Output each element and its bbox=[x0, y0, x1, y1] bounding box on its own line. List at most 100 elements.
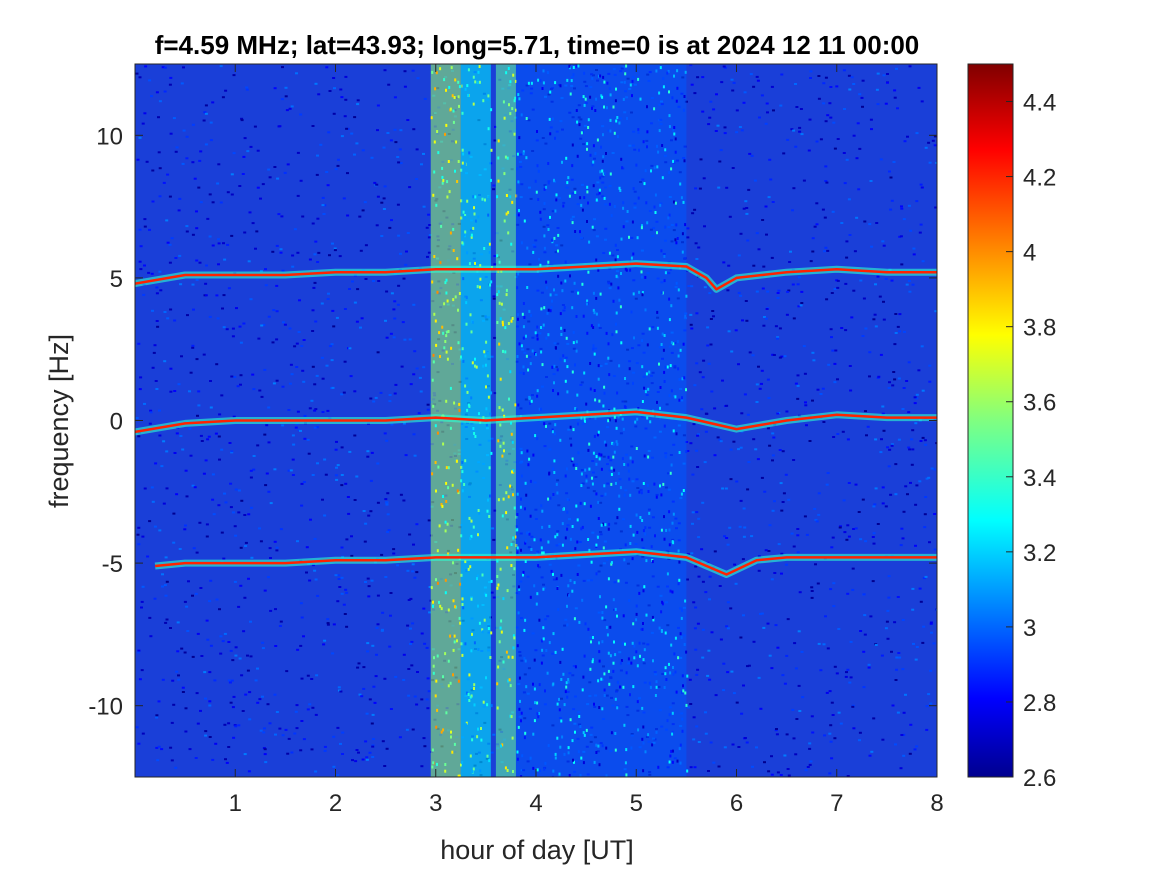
band-speck bbox=[533, 538, 536, 542]
noise-speck bbox=[408, 186, 412, 189]
band-speck bbox=[545, 424, 547, 428]
band-speck bbox=[625, 671, 628, 675]
band-speck bbox=[576, 573, 579, 576]
band-speck bbox=[635, 650, 638, 654]
noise-speck bbox=[827, 363, 831, 366]
noise-speck bbox=[794, 145, 798, 148]
noise-speck bbox=[336, 726, 340, 729]
noise-speck bbox=[237, 724, 241, 727]
noise-speck bbox=[151, 309, 154, 312]
noise-speck bbox=[239, 374, 243, 377]
band-speck bbox=[450, 730, 452, 734]
noise-speck bbox=[735, 701, 739, 704]
band-speck bbox=[520, 711, 523, 715]
band-speck bbox=[619, 486, 622, 490]
noise-speck bbox=[840, 222, 844, 224]
noise-speck bbox=[888, 170, 891, 173]
band-speck bbox=[490, 631, 493, 635]
noise-speck bbox=[800, 290, 804, 293]
noise-speck bbox=[358, 215, 362, 218]
noise-speck bbox=[246, 654, 249, 657]
noise-speck bbox=[696, 668, 700, 671]
band-speck bbox=[682, 489, 685, 492]
noise-speck bbox=[762, 265, 766, 268]
band-speck bbox=[582, 314, 585, 318]
noise-speck bbox=[356, 99, 360, 102]
noise-speck bbox=[911, 448, 915, 451]
noise-speck bbox=[233, 724, 237, 727]
band-speck bbox=[605, 625, 608, 629]
band-speck bbox=[461, 489, 464, 493]
noise-speck bbox=[806, 766, 810, 768]
noise-speck bbox=[837, 628, 841, 630]
noise-speck bbox=[336, 164, 340, 167]
band-speck bbox=[445, 481, 448, 485]
band-speck bbox=[561, 289, 564, 293]
band-speck bbox=[431, 765, 434, 769]
noise-speck bbox=[744, 300, 748, 302]
noise-speck bbox=[899, 767, 903, 770]
band-speck bbox=[627, 469, 630, 473]
noise-speck bbox=[169, 390, 173, 393]
noise-speck bbox=[328, 254, 331, 257]
noise-speck bbox=[742, 614, 745, 617]
band-speck bbox=[542, 323, 545, 327]
noise-speck bbox=[927, 476, 931, 479]
noise-speck bbox=[360, 317, 364, 320]
noise-speck bbox=[158, 167, 162, 170]
noise-speck bbox=[281, 269, 285, 272]
noise-speck bbox=[166, 241, 170, 244]
noise-speck bbox=[154, 462, 158, 465]
noise-speck bbox=[146, 555, 150, 558]
band-speck bbox=[603, 672, 606, 676]
band-speck bbox=[527, 81, 530, 85]
band-speck bbox=[456, 180, 459, 183]
band-speck bbox=[641, 627, 644, 631]
band-speck bbox=[436, 762, 438, 766]
noise-speck bbox=[177, 674, 180, 677]
band-speck bbox=[488, 466, 491, 470]
band-speck bbox=[560, 333, 563, 336]
noise-speck bbox=[915, 745, 919, 748]
noise-speck bbox=[208, 315, 212, 318]
noise-speck bbox=[921, 260, 925, 263]
noise-speck bbox=[406, 232, 410, 234]
band-speck bbox=[438, 524, 441, 528]
band-speck bbox=[665, 678, 668, 681]
noise-speck bbox=[295, 704, 299, 707]
noise-speck bbox=[879, 353, 883, 356]
noise-speck bbox=[137, 651, 141, 654]
band-speck bbox=[595, 572, 598, 576]
noise-speck bbox=[313, 537, 317, 540]
noise-speck bbox=[287, 409, 291, 411]
noise-speck bbox=[422, 737, 426, 740]
band-speck bbox=[552, 769, 555, 773]
noise-speck bbox=[891, 704, 895, 707]
noise-speck bbox=[286, 752, 290, 755]
noise-speck bbox=[213, 679, 217, 682]
band-speck bbox=[682, 689, 685, 693]
noise-speck bbox=[338, 586, 342, 588]
band-speck bbox=[557, 608, 560, 612]
noise-speck bbox=[901, 618, 905, 621]
noise-speck bbox=[771, 353, 775, 356]
band-speck bbox=[461, 241, 464, 245]
band-speck bbox=[610, 561, 613, 565]
band-speck bbox=[486, 509, 489, 513]
band-speck bbox=[607, 669, 610, 673]
band-speck bbox=[614, 607, 617, 611]
band-speck bbox=[619, 685, 621, 689]
noise-speck bbox=[340, 96, 344, 99]
noise-speck bbox=[354, 760, 358, 763]
noise-speck bbox=[158, 270, 162, 273]
noise-speck bbox=[155, 714, 159, 717]
noise-speck bbox=[868, 754, 872, 757]
noise-speck bbox=[350, 132, 354, 135]
noise-speck bbox=[185, 495, 189, 498]
noise-speck bbox=[139, 245, 143, 248]
band-speck bbox=[478, 511, 481, 515]
noise-speck bbox=[706, 326, 710, 329]
noise-speck bbox=[772, 354, 776, 356]
band-speck bbox=[498, 342, 501, 346]
band-speck bbox=[505, 491, 508, 495]
